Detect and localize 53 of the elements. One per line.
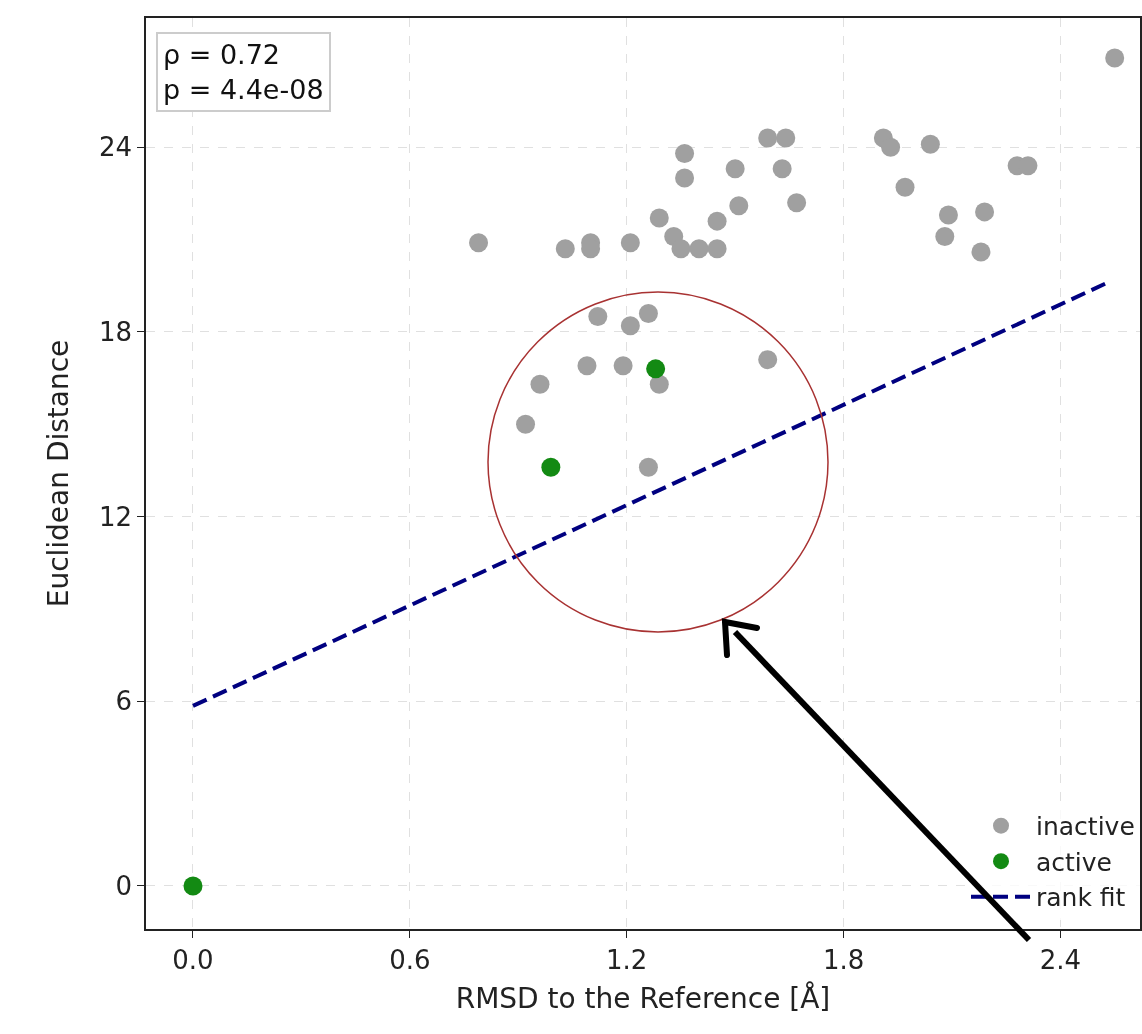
point: [975, 202, 995, 222]
point: [1105, 48, 1125, 68]
x-tick-label: 1.2: [606, 944, 648, 975]
legend-label: inactive: [1036, 812, 1135, 842]
point: [577, 356, 597, 376]
point: [971, 242, 991, 262]
y-tick-label: 24: [98, 132, 133, 163]
point: [613, 356, 633, 376]
point: [729, 196, 749, 216]
point: [555, 239, 575, 259]
point: [183, 876, 203, 896]
y-tick-label: 6: [115, 686, 133, 717]
point: [675, 168, 695, 188]
point: [772, 159, 792, 179]
legend-label: active: [1036, 847, 1112, 877]
y-tick-label: 18: [98, 317, 133, 348]
point: [920, 134, 940, 154]
point: [935, 227, 955, 247]
point: [646, 359, 666, 379]
point: [689, 239, 709, 259]
point: [588, 307, 608, 327]
point: [675, 143, 695, 163]
point: [671, 239, 691, 259]
point: [758, 128, 778, 148]
point: [638, 457, 658, 477]
y-tick-label: 0: [115, 871, 133, 902]
point: [938, 205, 958, 225]
point: [530, 374, 550, 394]
x-tick-label: 0.0: [172, 944, 214, 975]
point: [758, 350, 778, 370]
point: [541, 457, 561, 477]
point: [620, 316, 640, 336]
point: [516, 414, 536, 434]
point: [620, 233, 640, 253]
legend-label: rank fit: [1036, 883, 1126, 913]
point: [638, 303, 658, 323]
point: [725, 159, 745, 179]
point: [707, 239, 727, 259]
point: [787, 193, 807, 213]
y-tick-label: 12: [98, 501, 133, 532]
point: [776, 128, 796, 148]
point: [881, 137, 901, 157]
point: [895, 177, 915, 197]
point: [707, 211, 727, 231]
point: [649, 374, 669, 394]
x-tick-label: 1.8: [822, 944, 865, 975]
y-axis-title: Euclidean Distance: [42, 339, 76, 608]
annotation: ρ = 0.72 p = 4.4e-08: [163, 39, 324, 106]
x-tick-label: 2.4: [1039, 944, 1082, 975]
x-axis-title: RMSD to the Reference [Å]: [455, 980, 831, 1015]
point: [469, 233, 489, 253]
x-tick-label: 0.6: [389, 944, 431, 975]
point: [649, 208, 669, 228]
